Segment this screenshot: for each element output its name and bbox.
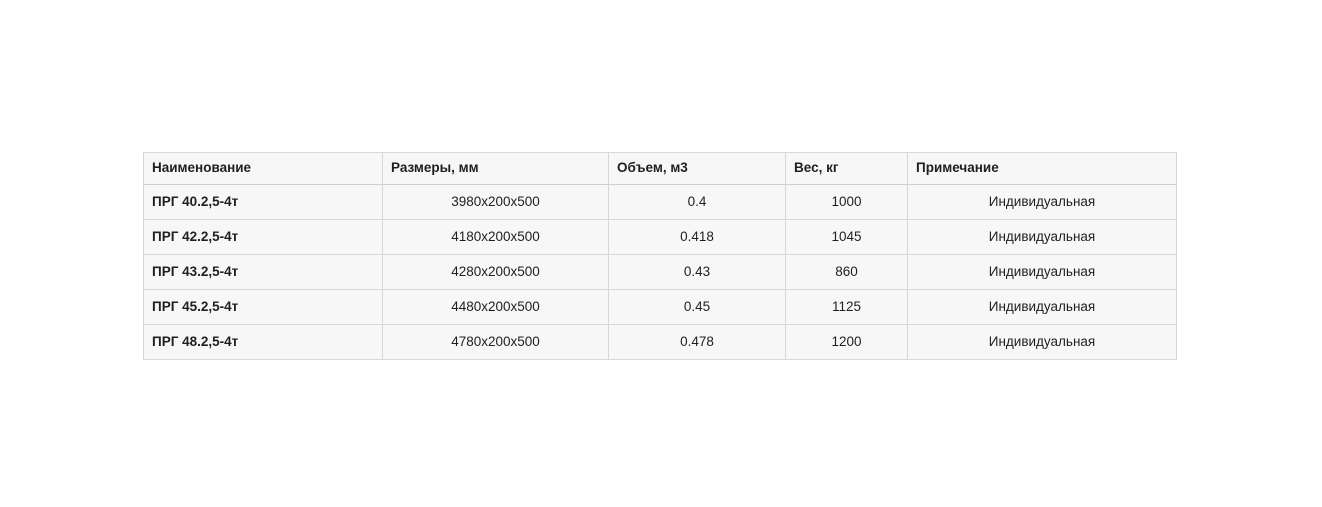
dimensions-cell: 4480x200x500: [382, 289, 609, 325]
table-row: ПРГ 42.2,5-4т 4180x200x500 0.418 1045 Индиви…: [143, 219, 1177, 255]
weight-cell: 1200: [785, 324, 908, 360]
column-header-name: Наименование: [143, 152, 383, 185]
volume-cell: 0.45: [608, 289, 786, 325]
table-row: ПРГ 40.2,5-4т 3980x200x500 0.4 1000 Индивиду…: [143, 184, 1177, 220]
weight-cell: 1125: [785, 289, 908, 325]
volume-cell: 0.4: [608, 184, 786, 220]
name-cell: ПРГ 40.2,5-4т: [143, 184, 383, 220]
name-cell: ПРГ 45.2,5-4т: [143, 289, 383, 325]
dimensions-cell: 4780x200x500: [382, 324, 609, 360]
note-cell: Индивидуальная: [907, 184, 1177, 220]
note-cell: Индивидуальная: [907, 324, 1177, 360]
column-header-note: Примечание: [907, 152, 1177, 185]
column-header-weight: Вес, кг: [785, 152, 908, 185]
name-cell: ПРГ 43.2,5-4т: [143, 254, 383, 290]
column-header-dimensions: Размеры, мм: [382, 152, 609, 185]
volume-cell: 0.418: [608, 219, 786, 255]
dimensions-cell: 3980x200x500: [382, 184, 609, 220]
note-cell: Индивидуальная: [907, 219, 1177, 255]
name-cell: ПРГ 48.2,5-4т: [143, 324, 383, 360]
note-cell: Индивидуальная: [907, 289, 1177, 325]
product-spec-table: Наименование Размеры, мм Объем, м3 Вес, …: [143, 152, 1177, 360]
dimensions-cell: 4280x200x500: [382, 254, 609, 290]
volume-cell: 0.478: [608, 324, 786, 360]
product-spec-table-container: Наименование Размеры, мм Объем, м3 Вес, …: [143, 152, 1177, 360]
name-cell: ПРГ 42.2,5-4т: [143, 219, 383, 255]
table-row: ПРГ 43.2,5-4т 4280x200x500 0.43 860 Индивиду…: [143, 254, 1177, 290]
volume-cell: 0.43: [608, 254, 786, 290]
weight-cell: 1000: [785, 184, 908, 220]
weight-cell: 1045: [785, 219, 908, 255]
weight-cell: 860: [785, 254, 908, 290]
column-header-volume: Объем, м3: [608, 152, 786, 185]
table-row: ПРГ 45.2,5-4т 4480x200x500 0.45 1125 Индивид…: [143, 289, 1177, 325]
dimensions-cell: 4180x200x500: [382, 219, 609, 255]
table-header-row: Наименование Размеры, мм Объем, м3 Вес, …: [143, 152, 1177, 185]
table-row: ПРГ 48.2,5-4т 4780x200x500 0.478 1200 Индиви…: [143, 324, 1177, 360]
note-cell: Индивидуальная: [907, 254, 1177, 290]
